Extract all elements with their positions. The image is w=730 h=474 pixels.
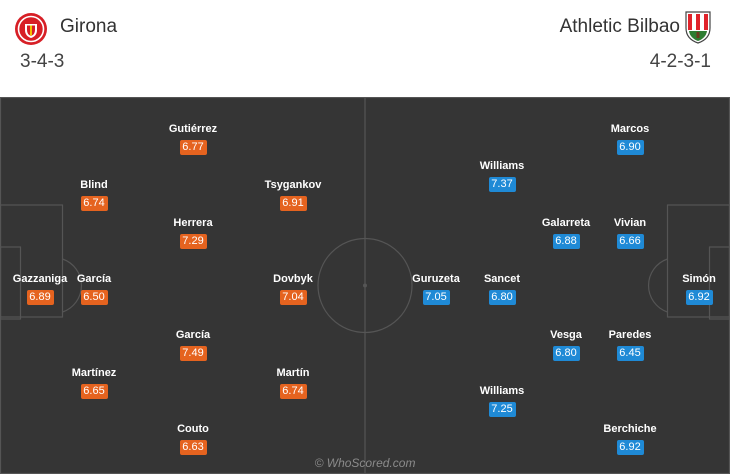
away-player-berchiche[interactable]: Berchiche 6.92 (590, 422, 670, 455)
player-name: Paredes (608, 329, 652, 341)
match-header: Girona 3-4-3 Athletic Bilbao 4-2-3-1 (0, 0, 730, 92)
whoscored-watermark: © WhoScored.com (314, 456, 416, 470)
home-player-herrera[interactable]: Herrera 7.29 (153, 216, 233, 249)
player-rating: 6.91 (279, 196, 307, 211)
away-player-paredes[interactable]: Paredes 6.45 (590, 328, 670, 361)
player-name: Herrera (173, 217, 213, 229)
away-player-guruzeta[interactable]: Guruzeta 7.05 (396, 272, 476, 305)
player-rating: 6.77 (179, 140, 207, 155)
player-name: Gutiérrez (168, 123, 218, 135)
away-player-williams-top[interactable]: Williams 7.37 (462, 159, 542, 192)
home-player-martinez[interactable]: Martínez 6.65 (54, 366, 134, 399)
player-rating: 7.05 (422, 290, 450, 305)
player-rating: 6.65 (80, 384, 108, 399)
player-name: Martínez (71, 367, 117, 379)
player-name: Berchiche (603, 423, 657, 435)
away-player-vesga[interactable]: Vesga 6.80 (526, 328, 606, 361)
away-player-galarreta[interactable]: Galarreta 6.88 (526, 216, 606, 249)
player-rating: 6.92 (616, 440, 644, 455)
player-rating: 6.90 (616, 140, 644, 155)
player-name: Martín (276, 367, 310, 379)
player-rating: 6.92 (685, 290, 713, 305)
player-name: Marcos (610, 123, 650, 135)
home-player-tsygankov[interactable]: Tsygankov 6.91 (253, 178, 333, 211)
player-rating: 7.49 (179, 346, 207, 361)
player-rating: 6.74 (80, 196, 108, 211)
player-name: Couto (177, 423, 209, 435)
player-name: Vesga (550, 329, 582, 341)
home-player-gutierrez[interactable]: Gutiérrez 6.77 (153, 122, 233, 155)
player-rating: 6.63 (179, 440, 207, 455)
girona-crest-icon (15, 13, 47, 45)
player-rating: 6.45 (616, 346, 644, 361)
player-name: Blind (80, 179, 108, 191)
away-team-name[interactable]: Athletic Bilbao (559, 16, 680, 37)
home-formation: 3-4-3 (20, 51, 65, 72)
player-name: Williams (479, 160, 525, 172)
away-player-simon[interactable]: Simón 6.92 (659, 272, 730, 305)
home-player-garcia-cb[interactable]: García 6.50 (54, 272, 134, 305)
athletic-bilbao-crest-icon (685, 11, 711, 44)
player-rating: 7.37 (488, 177, 516, 192)
player-rating: 6.88 (552, 234, 580, 249)
away-player-williams-bottom[interactable]: Williams 7.25 (462, 384, 542, 417)
home-team-name[interactable]: Girona (60, 16, 118, 37)
player-rating: 7.29 (179, 234, 207, 249)
player-name: Dovbyk (273, 273, 313, 285)
player-name: Sancet (483, 273, 521, 285)
away-player-vivian[interactable]: Vivian 6.66 (590, 216, 670, 249)
player-rating: 6.50 (80, 290, 108, 305)
home-player-blind[interactable]: Blind 6.74 (54, 178, 134, 211)
player-rating: 6.80 (552, 346, 580, 361)
player-name: Gazzaniga (12, 273, 68, 285)
player-rating: 7.04 (279, 290, 307, 305)
home-player-gazzaniga[interactable]: Gazzaniga 6.89 (0, 272, 80, 305)
player-name: Guruzeta (412, 273, 460, 285)
player-name: Simón (682, 273, 716, 285)
home-player-martin[interactable]: Martín 6.74 (253, 366, 333, 399)
away-formation: 4-2-3-1 (649, 51, 711, 72)
player-name: García (76, 273, 112, 285)
player-name: Vivian (613, 217, 647, 229)
home-player-couto[interactable]: Couto 6.63 (153, 422, 233, 455)
player-rating: 6.74 (279, 384, 307, 399)
home-player-garcia-mf[interactable]: García 7.49 (153, 328, 233, 361)
player-name: Williams (479, 385, 525, 397)
away-player-marcos[interactable]: Marcos 6.90 (590, 122, 670, 155)
player-name: García (175, 329, 211, 341)
player-rating: 6.66 (616, 234, 644, 249)
player-rating: 7.25 (488, 402, 516, 417)
away-player-sancet[interactable]: Sancet 6.80 (462, 272, 542, 305)
player-name: Tsygankov (264, 179, 322, 191)
player-rating: 6.80 (488, 290, 516, 305)
home-player-dovbyk[interactable]: Dovbyk 7.04 (253, 272, 333, 305)
pitch: Gazzaniga 6.89 García 6.50 Blind 6.74 Ma… (0, 97, 730, 474)
player-name: Galarreta (541, 217, 591, 229)
player-rating: 6.89 (26, 290, 54, 305)
